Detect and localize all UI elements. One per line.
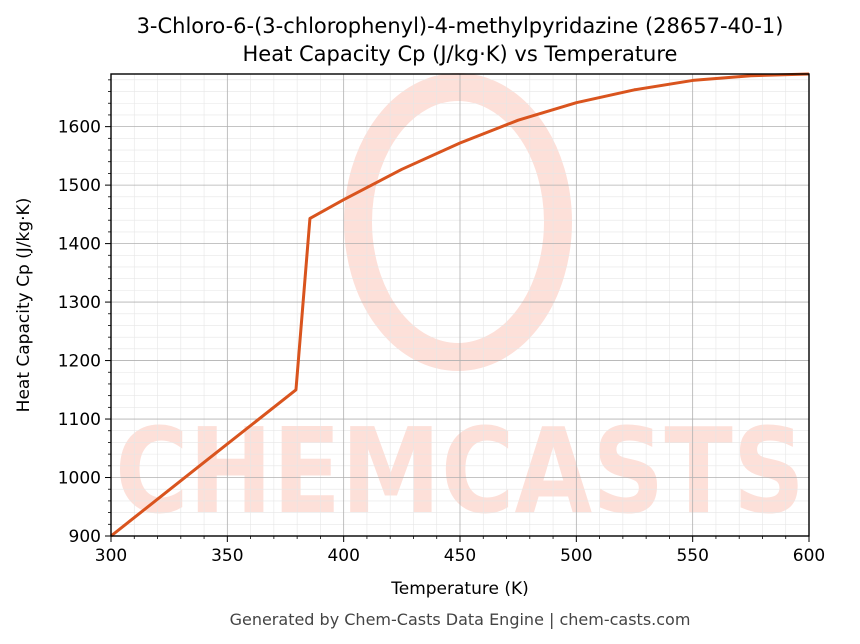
x-tick-label: 300 (95, 546, 127, 566)
y-tick-label: 1400 (58, 235, 101, 255)
x-axis-label: Temperature (K) (390, 579, 529, 599)
chart-subtitle: Heat Capacity Cp (J/kg·K) vs Temperature (243, 42, 678, 66)
axis-ticks: 300 350 400 450 500 550 600 900 1000 1100 1200 1300… (58, 79, 825, 566)
chart-title: 3-Chloro-6-(3-chlorophenyl)-4-methylpyri… (137, 14, 784, 38)
y-tick-label: 900 (69, 527, 101, 547)
x-tick-label: 600 (793, 546, 825, 566)
watermark-logo (344, 73, 572, 371)
y-tick-label: 1500 (58, 176, 101, 196)
x-tick-label: 400 (327, 546, 359, 566)
series-line (110, 72, 810, 538)
y-tick-label: 1200 (58, 352, 101, 372)
x-tick-label: 450 (444, 546, 476, 566)
y-axis-label: Heat Capacity Cp (J/kg·K) (14, 198, 34, 413)
y-tick-label: 1000 (58, 469, 101, 489)
x-tick-label: 550 (676, 546, 708, 566)
y-tick-label: 1600 (58, 118, 101, 138)
y-tick-label: 1100 (58, 410, 101, 430)
series-layer (110, 72, 810, 538)
x-tick-label: 350 (211, 546, 243, 566)
y-tick-label: 1300 (58, 293, 101, 313)
footer-text: Generated by Chem-Casts Data Engine | ch… (230, 610, 691, 629)
x-tick-label: 500 (560, 546, 592, 566)
